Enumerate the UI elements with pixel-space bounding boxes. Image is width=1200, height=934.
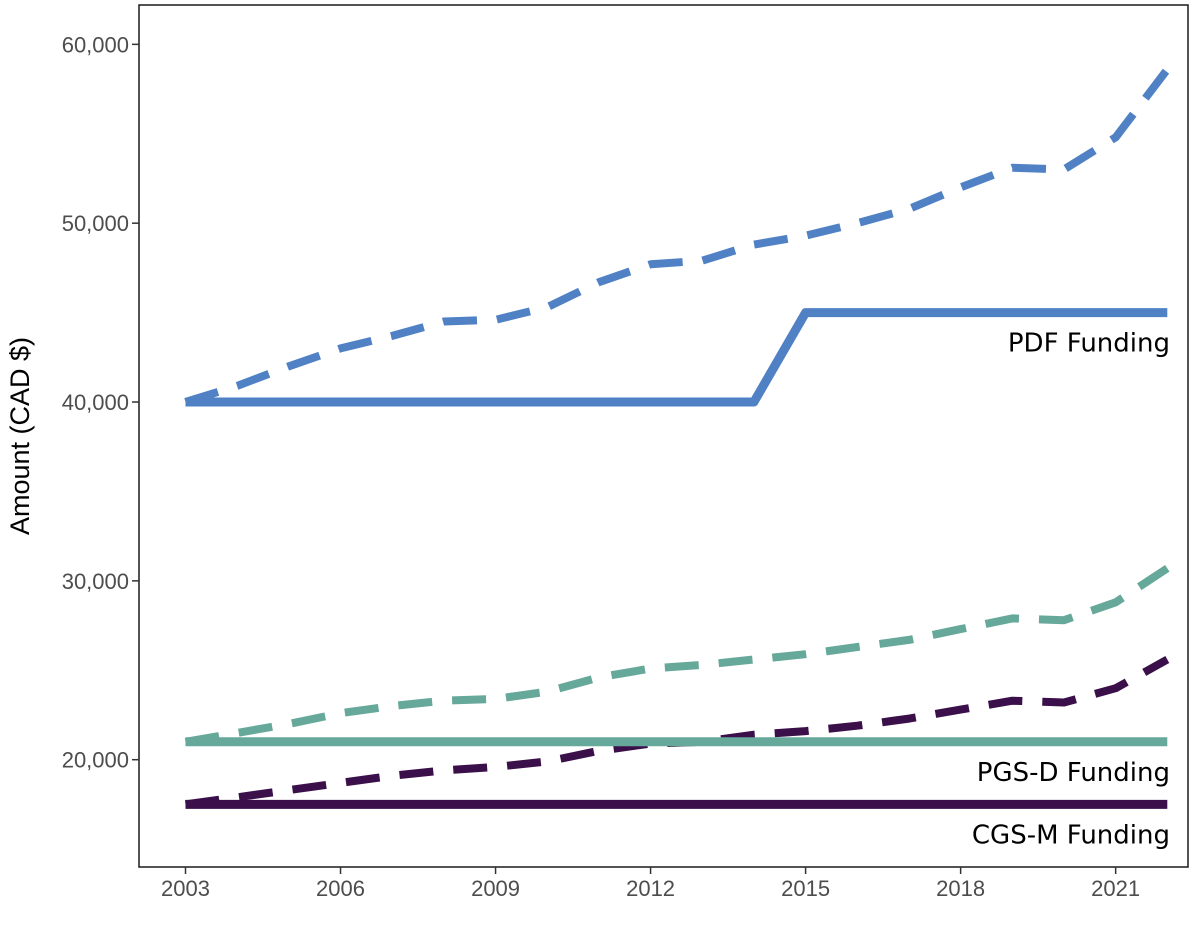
y-tick-label: 20,000	[62, 748, 129, 773]
x-axis: 2003 2006 2009 2012 2015 2018 2021	[161, 867, 1140, 901]
x-tick-label: 2009	[471, 876, 520, 901]
x-tick-label: 2012	[626, 876, 675, 901]
x-tick-label: 2018	[936, 876, 985, 901]
series-annotation-pgs-d-funding: PGS-D Funding	[977, 758, 1170, 788]
plot-panel	[138, 4, 1189, 868]
y-tick-label: 60,000	[62, 32, 129, 57]
y-axis-title: Amount (CAD $)	[5, 337, 35, 535]
y-tick-label: 40,000	[62, 390, 129, 415]
series-annotation-cgs-m-funding: CGS-M Funding	[972, 820, 1170, 850]
series-line-pgs-d-funding-inflation-adjusted	[184, 564, 1170, 746]
annotation-layer: PDF Funding PGS-D Funding CGS-M Funding	[972, 329, 1170, 851]
x-tick-label: 2006	[316, 876, 365, 901]
series-line-pdf-funding-inflation-adjusted	[184, 66, 1171, 406]
y-tick-label: 50,000	[62, 211, 129, 236]
series-annotation-pdf-funding: PDF Funding	[1008, 329, 1170, 359]
series-layer	[184, 66, 1171, 809]
x-tick-label: 2021	[1091, 876, 1140, 901]
y-axis: 20,000 30,000 40,000 50,000 60,000	[62, 32, 139, 773]
y-tick-label: 30,000	[62, 569, 129, 594]
x-tick-label: 2015	[781, 876, 830, 901]
x-tick-label: 2003	[161, 876, 210, 901]
series-line-pdf-funding	[185, 308, 1168, 407]
